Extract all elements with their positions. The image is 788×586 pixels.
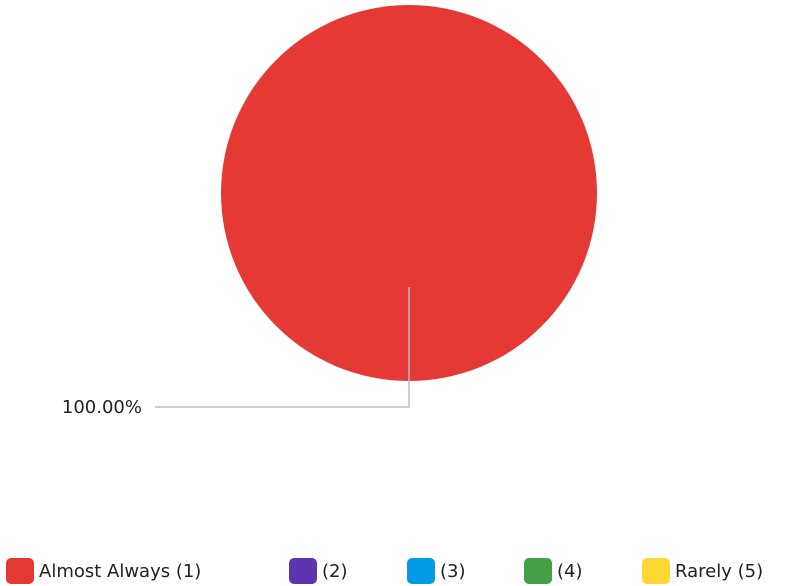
legend-label-2: (3) (440, 561, 466, 582)
slice-label-leader-0 (155, 287, 410, 408)
slice-labels: 100.00% (62, 287, 410, 418)
pie-slices (221, 5, 597, 381)
slice-label-0: 100.00% (62, 397, 142, 418)
legend-item-3: (4) (524, 558, 583, 584)
legend-swatch-4 (642, 558, 670, 584)
legend-label-4: Rarely (5) (675, 561, 763, 582)
legend-swatch-2 (407, 558, 435, 584)
legend-label-1: (2) (322, 561, 348, 582)
legend-item-4: Rarely (5) (642, 558, 763, 584)
pie-slice-0 (221, 5, 597, 381)
legend-item-2: (3) (407, 558, 466, 584)
legend-item-1: (2) (289, 558, 348, 584)
legend-label-0: Almost Always (1) (39, 561, 201, 582)
legend-swatch-3 (524, 558, 552, 584)
legend-swatch-1 (289, 558, 317, 584)
legend: Almost Always (1) (2) (3) (4) Rarely (5) (6, 558, 763, 584)
legend-label-3: (4) (557, 561, 583, 582)
legend-item-0: Almost Always (1) (6, 558, 201, 584)
legend-swatch-0 (6, 558, 34, 584)
